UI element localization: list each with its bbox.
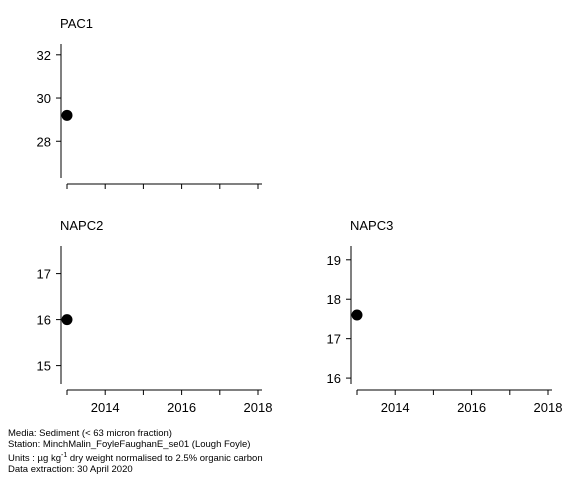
x-tick-label-napc3-2014: 2014 [381,400,410,415]
footer-units-suffix: dry weight normalised to 2.5% organic ca… [67,453,263,465]
y-tick-label-napc3-19: 19 [327,253,341,268]
data-point-napc2-0 [61,314,73,326]
footer-units: Units : µg kg-1 dry weight normalised to… [8,450,263,464]
x-tick-label-napc3-2016: 2016 [457,400,486,415]
chart-footer: Media: Sediment (< 63 micron fraction) S… [8,428,263,475]
panel-title-pac1: PAC1 [60,16,93,31]
panel-title-napc3: NAPC3 [350,218,393,233]
x-tick-label-napc2-2018: 2018 [244,400,273,415]
footer-extraction: Data extraction: 30 April 2020 [8,464,133,476]
y-tick-label-pac1-30: 30 [37,91,51,106]
y-tick-label-napc3-16: 16 [327,371,341,386]
data-point-napc3-0 [351,309,363,321]
footer-station: Station: MinchMalin_FoyleFaughanE_se01 (… [8,439,251,450]
y-tick-label-napc3-18: 18 [327,292,341,307]
footer-media: Media: Sediment (< 63 micron fraction) [8,428,172,439]
footer-units-exponent: -1 [61,452,68,459]
y-tick-label-napc2-16: 16 [37,313,51,328]
data-point-pac1-0 [61,109,73,121]
y-tick-label-pac1-32: 32 [37,48,51,63]
y-tick-label-pac1-28: 28 [37,134,51,149]
x-tick-label-napc3-2018: 2018 [534,400,563,415]
footer-units-prefix: Units : µg kg [8,453,61,465]
y-tick-label-napc2-17: 17 [37,267,51,282]
x-tick-label-napc2-2014: 2014 [91,400,120,415]
panel-title-napc2: NAPC2 [60,218,103,233]
x-tick-label-napc2-2016: 2016 [167,400,196,415]
y-tick-label-napc3-17: 17 [327,332,341,347]
y-tick-label-napc2-15: 15 [37,359,51,374]
